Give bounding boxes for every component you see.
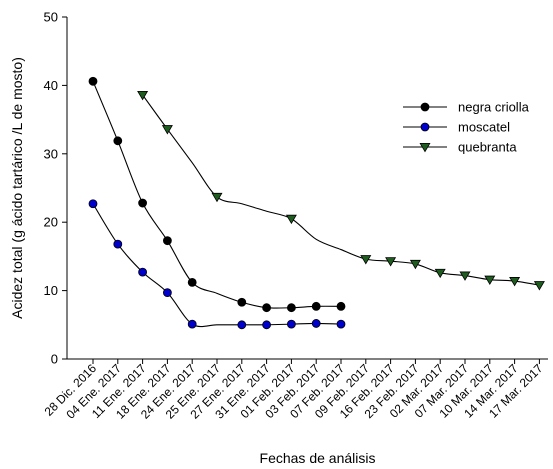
y-tick-label: 20	[44, 215, 58, 230]
series-negra-criolla	[88, 76, 346, 313]
data-point	[211, 192, 223, 203]
x-axis-title: Fechas de análisis	[260, 450, 376, 466]
data-point	[419, 142, 431, 153]
data-point	[162, 236, 172, 246]
data-point	[262, 303, 272, 313]
data-point	[138, 267, 148, 277]
y-tick-label: 0	[51, 352, 58, 367]
data-point	[420, 122, 430, 132]
data-point	[161, 125, 173, 135]
y-tick-label: 40	[44, 78, 58, 93]
legend-item: moscatel	[403, 120, 510, 135]
legend: negra criolla moscatel quebranta	[403, 100, 530, 155]
data-point	[187, 319, 197, 329]
y-axis-title: Acidez total (g ácido tartárico /L de mo…	[9, 57, 25, 319]
y-tick-label: 30	[44, 146, 58, 161]
legend-item: quebranta	[403, 140, 517, 155]
data-point	[286, 319, 296, 329]
series-line	[92, 203, 342, 328]
data-point	[434, 268, 446, 279]
data-point	[137, 90, 149, 101]
data-point	[311, 301, 321, 311]
y-tick-label: 10	[44, 283, 58, 298]
data-point	[533, 281, 545, 291]
data-point	[237, 297, 247, 307]
data-point	[336, 319, 346, 329]
legend-item: negra criolla	[403, 100, 530, 115]
data-point	[187, 277, 197, 287]
data-point	[484, 275, 496, 286]
data-point	[237, 320, 247, 330]
legend-label: moscatel	[458, 120, 510, 135]
series-layer	[88, 76, 545, 330]
series-moscatel	[88, 199, 346, 330]
series-line	[92, 81, 342, 309]
legend-label: negra criolla	[458, 100, 530, 115]
data-point	[138, 198, 148, 208]
series-line	[142, 94, 540, 286]
series-quebranta	[137, 90, 545, 291]
data-point	[162, 288, 172, 298]
y-tick-label: 50	[44, 10, 58, 25]
data-point	[360, 255, 372, 265]
data-point	[459, 271, 471, 281]
data-point	[311, 319, 321, 328]
y-ticks: 0 10 20 30 40 50	[44, 10, 67, 367]
data-point	[113, 239, 123, 249]
data-point	[509, 277, 521, 287]
legend-label: quebranta	[458, 140, 517, 155]
data-point	[88, 76, 98, 86]
data-point	[285, 214, 297, 225]
data-point	[385, 257, 397, 267]
data-point	[113, 136, 123, 146]
data-point	[409, 259, 421, 270]
data-point	[286, 303, 296, 313]
data-point	[420, 102, 430, 112]
data-point	[88, 199, 98, 209]
data-point	[336, 301, 346, 311]
data-point	[262, 320, 272, 330]
